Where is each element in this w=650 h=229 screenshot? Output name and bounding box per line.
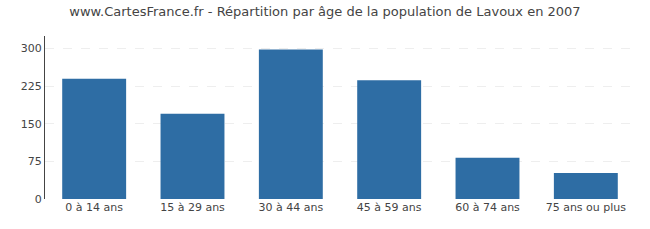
svg-text:300: 300 <box>21 42 42 55</box>
svg-text:45 à 59 ans: 45 à 59 ans <box>357 201 422 214</box>
svg-text:15 à 29 ans: 15 à 29 ans <box>160 201 225 214</box>
svg-text:150: 150 <box>21 118 42 131</box>
svg-text:75 ans ou plus: 75 ans ou plus <box>546 201 627 214</box>
svg-text:60 à 74 ans: 60 à 74 ans <box>455 201 520 214</box>
svg-text:0: 0 <box>35 193 42 206</box>
svg-text:225: 225 <box>21 80 42 93</box>
svg-text:30 à 44 ans: 30 à 44 ans <box>258 201 323 214</box>
svg-text:75: 75 <box>28 155 42 168</box>
svg-text:0 à 14 ans: 0 à 14 ans <box>65 201 123 214</box>
svg-text:www.CartesFrance.fr - Répartit: www.CartesFrance.fr - Répartition par âg… <box>69 4 580 19</box>
